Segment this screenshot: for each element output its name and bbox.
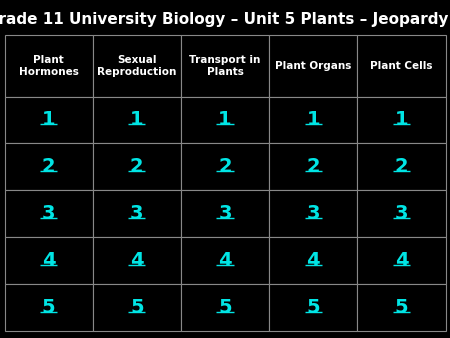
Text: Plant
Hormones: Plant Hormones [18, 55, 79, 77]
Bar [269, 35, 357, 97]
Bar [4, 35, 93, 97]
Text: Plant Cells: Plant Cells [370, 61, 432, 71]
Text: 3: 3 [306, 204, 320, 223]
Bar [93, 190, 181, 237]
Text: Transport in
Plants: Transport in Plants [189, 55, 261, 77]
Bar [269, 97, 357, 143]
Bar [357, 190, 446, 237]
Text: 3: 3 [42, 204, 55, 223]
Text: 4: 4 [395, 251, 408, 270]
Text: 1: 1 [42, 111, 55, 129]
Bar [4, 284, 93, 331]
Text: 1: 1 [218, 111, 232, 129]
Bar [93, 35, 181, 97]
Bar [4, 97, 93, 143]
Bar [181, 284, 269, 331]
Text: 2: 2 [395, 158, 408, 176]
Text: 4: 4 [306, 251, 320, 270]
Text: 5: 5 [395, 298, 408, 317]
Text: 4: 4 [130, 251, 144, 270]
Text: 3: 3 [130, 204, 144, 223]
Bar [93, 97, 181, 143]
Text: 5: 5 [42, 298, 55, 317]
Bar [181, 237, 269, 284]
Bar [4, 190, 93, 237]
Text: Sexual
Reproduction: Sexual Reproduction [97, 55, 176, 77]
Bar [357, 143, 446, 190]
Bar [181, 190, 269, 237]
Text: 4: 4 [42, 251, 55, 270]
Text: 1: 1 [306, 111, 320, 129]
Text: Grade 11 University Biology – Unit 5 Plants – Jeopardy 1: Grade 11 University Biology – Unit 5 Pla… [0, 12, 450, 27]
Text: Plant Organs: Plant Organs [275, 61, 351, 71]
Text: 3: 3 [218, 204, 232, 223]
Bar [93, 284, 181, 331]
Text: 2: 2 [130, 158, 144, 176]
Bar [357, 237, 446, 284]
Bar [269, 237, 357, 284]
Text: 2: 2 [42, 158, 55, 176]
Bar [4, 237, 93, 284]
Text: 1: 1 [395, 111, 408, 129]
Text: 3: 3 [395, 204, 408, 223]
Text: 1: 1 [130, 111, 144, 129]
Bar [181, 35, 269, 97]
Text: 2: 2 [306, 158, 320, 176]
Text: 5: 5 [306, 298, 320, 317]
Bar [269, 190, 357, 237]
Text: 5: 5 [218, 298, 232, 317]
Bar [269, 284, 357, 331]
Bar [269, 143, 357, 190]
Text: 4: 4 [218, 251, 232, 270]
Text: 5: 5 [130, 298, 144, 317]
Bar [357, 97, 446, 143]
Bar [357, 35, 446, 97]
Bar [181, 143, 269, 190]
Bar [93, 237, 181, 284]
Bar [4, 143, 93, 190]
Bar [93, 143, 181, 190]
Bar [181, 97, 269, 143]
Bar [357, 284, 446, 331]
Text: 2: 2 [218, 158, 232, 176]
